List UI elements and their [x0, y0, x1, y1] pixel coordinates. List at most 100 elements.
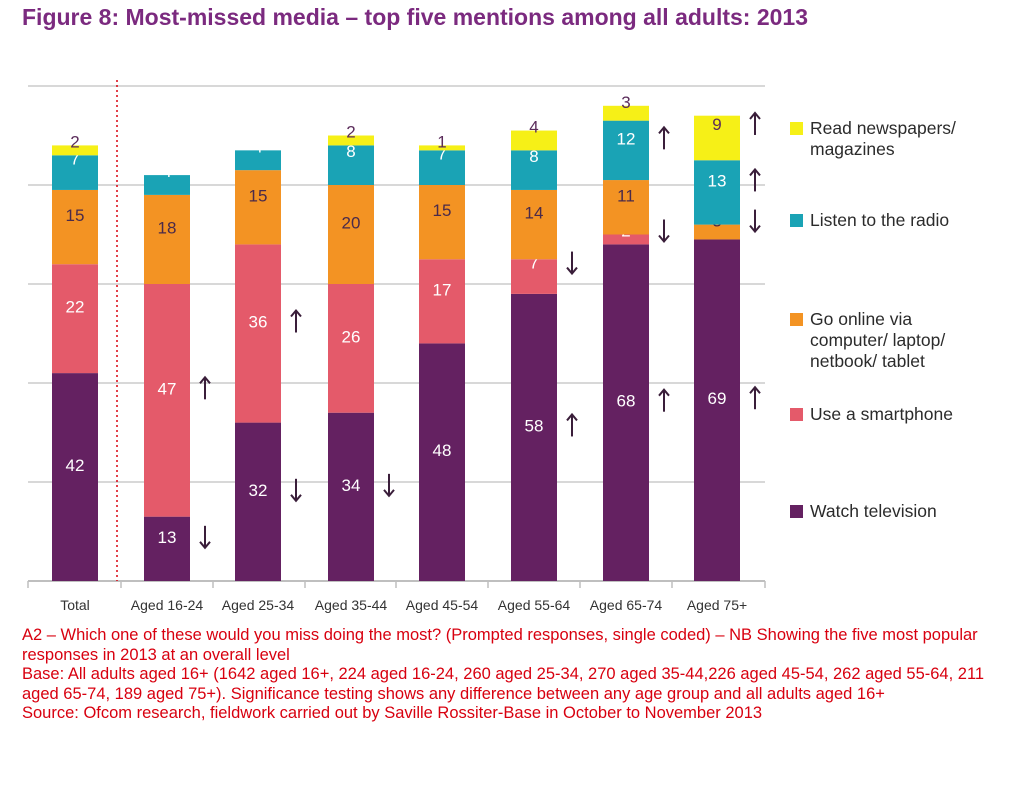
- x-tick-label: Aged 35-44: [315, 597, 388, 613]
- legend-label: Use a smartphone: [810, 404, 953, 425]
- data-label: 12: [617, 129, 636, 148]
- bar-segment: [328, 145, 374, 185]
- data-label: 7: [437, 145, 446, 164]
- bar-segment: [52, 145, 98, 156]
- data-label: 13: [158, 528, 177, 547]
- bar-segment: [419, 150, 465, 185]
- x-tick-label: Total: [60, 597, 90, 613]
- bar-segment: [603, 180, 649, 235]
- legend-swatch: [790, 505, 803, 518]
- legend-label-line: netbook/ tablet: [810, 351, 925, 371]
- bar-segment: [419, 343, 465, 581]
- data-label: 9: [712, 115, 721, 134]
- data-label: 32: [249, 481, 268, 500]
- bar-segment: [235, 422, 281, 581]
- bar-segment: [52, 264, 98, 374]
- data-label: 2: [346, 123, 355, 142]
- significance-up-icon: [658, 388, 670, 412]
- significance-down-icon: [566, 251, 578, 276]
- significance-down-icon: [290, 478, 302, 503]
- significance-down-icon: [658, 219, 670, 244]
- legend-label: Watch television: [810, 501, 937, 522]
- significance-down-icon: [199, 525, 211, 550]
- source-note: Source: Ofcom research, fieldwork carrie…: [22, 704, 763, 723]
- data-label: 7: [70, 150, 79, 169]
- data-label: 58: [525, 416, 544, 435]
- significance-up-icon: [749, 111, 761, 135]
- x-tick-label: Aged 25-34: [222, 597, 295, 613]
- chart-notes: A2 – Which one of these would you miss d…: [22, 626, 1012, 724]
- legend-label-line: Go online via: [810, 309, 913, 329]
- significance-down-icon: [749, 209, 761, 234]
- x-tick-label: Aged 65-74: [590, 597, 663, 613]
- data-label: 3: [621, 93, 630, 112]
- x-tick-label: Aged 75+: [687, 597, 747, 613]
- data-label: 17: [433, 280, 452, 299]
- bar-segment: [235, 244, 281, 423]
- legend-swatch: [790, 214, 803, 227]
- bar-segment: [328, 135, 374, 146]
- bar-segment: [419, 145, 465, 151]
- data-label: 2: [70, 132, 79, 151]
- significance-up-icon: [290, 308, 302, 333]
- significance-up-icon: [658, 125, 670, 150]
- bar-segment: [144, 194, 190, 284]
- x-tick-label: Aged 55-64: [498, 597, 571, 613]
- bar-segment: [511, 189, 557, 260]
- bar-segment: [603, 120, 649, 181]
- significance-up-icon: [199, 375, 211, 400]
- legend-label: Go online via computer/ laptop/netbook/ t…: [810, 309, 945, 372]
- data-label: 15: [66, 206, 85, 225]
- data-label: 11: [617, 186, 635, 205]
- bar-segment: [603, 105, 649, 121]
- bar-segment: [52, 155, 98, 190]
- bar-segment: [694, 239, 740, 581]
- data-label: 18: [158, 218, 177, 237]
- data-label: 42: [66, 456, 85, 475]
- data-label: 15: [433, 201, 452, 220]
- bar-segment: [328, 284, 374, 413]
- data-label: 13: [708, 171, 727, 190]
- legend-label-line: Use a smartphone: [810, 404, 953, 424]
- bar-segment: [328, 185, 374, 284]
- legend-label: Listen to the radio: [810, 210, 949, 231]
- legend-swatch: [790, 408, 803, 421]
- bar-segment: [144, 175, 190, 195]
- data-label: 34: [342, 476, 361, 495]
- legend-swatch: [790, 313, 803, 326]
- significance-up-icon: [749, 167, 761, 192]
- bar-segment: [694, 224, 740, 240]
- bar-segment: [603, 244, 649, 581]
- legend-swatch: [790, 122, 803, 135]
- data-label: 36: [249, 313, 268, 332]
- bar-segment: [419, 259, 465, 344]
- legend-label-line: Watch television: [810, 501, 937, 521]
- bar-segment: [235, 170, 281, 245]
- legend-label-line: Read newspapers/: [810, 118, 956, 138]
- data-label: 4: [253, 137, 262, 156]
- bar-segment: [511, 130, 557, 151]
- data-label: 68: [617, 392, 636, 411]
- significance-up-icon: [749, 385, 761, 410]
- data-label: 15: [249, 186, 268, 205]
- data-label: 8: [529, 147, 538, 166]
- data-label: 48: [433, 441, 452, 460]
- x-tick-label: Aged 16-24: [131, 597, 204, 613]
- bar-segment: [52, 189, 98, 265]
- bar-segment: [694, 115, 740, 161]
- bar-segment: [419, 185, 465, 260]
- bar-segment: [235, 150, 281, 171]
- chart-title: Figure 8: Most-missed media – top five m…: [22, 4, 809, 30]
- data-label: 20: [342, 214, 361, 233]
- x-tick-label: Aged 45-54: [406, 597, 479, 613]
- bar-segment: [511, 259, 557, 294]
- legend-label-line: magazines: [810, 139, 895, 159]
- data-label: 8: [346, 142, 355, 161]
- base-note: Base: All adults aged 16+ (1642 aged 16+…: [22, 665, 985, 703]
- data-label: 1: [437, 132, 446, 151]
- legend-label: Read newspapers/magazines: [810, 118, 956, 160]
- bar-segment: [52, 373, 98, 581]
- legend-label-line: Listen to the radio: [810, 210, 950, 230]
- bar-segment: [328, 412, 374, 581]
